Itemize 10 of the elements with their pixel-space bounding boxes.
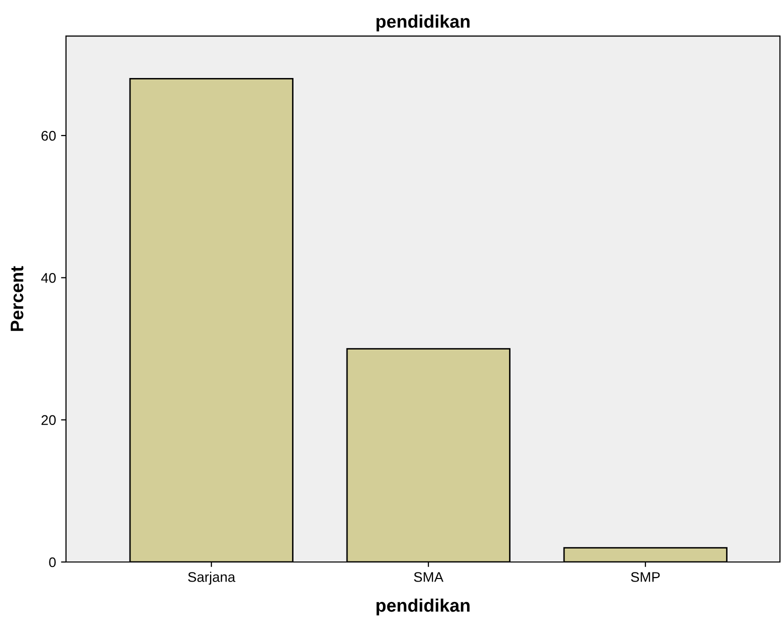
y-tick-label: 20 bbox=[42, 415, 56, 426]
y-tick-label: 0 bbox=[49, 557, 56, 568]
x-tick-label: SMP bbox=[631, 572, 660, 582]
x-tick-label: Sarjana bbox=[188, 572, 236, 585]
x-tick-label: SMA bbox=[414, 572, 444, 582]
x-axis-title: pendidikan bbox=[376, 598, 470, 616]
chart-title: pendidikan bbox=[376, 14, 470, 32]
y-tick-label: 40 bbox=[41, 273, 56, 283]
y-tick-label: 60 bbox=[42, 130, 56, 141]
y-axis-title: Percent bbox=[10, 266, 24, 331]
